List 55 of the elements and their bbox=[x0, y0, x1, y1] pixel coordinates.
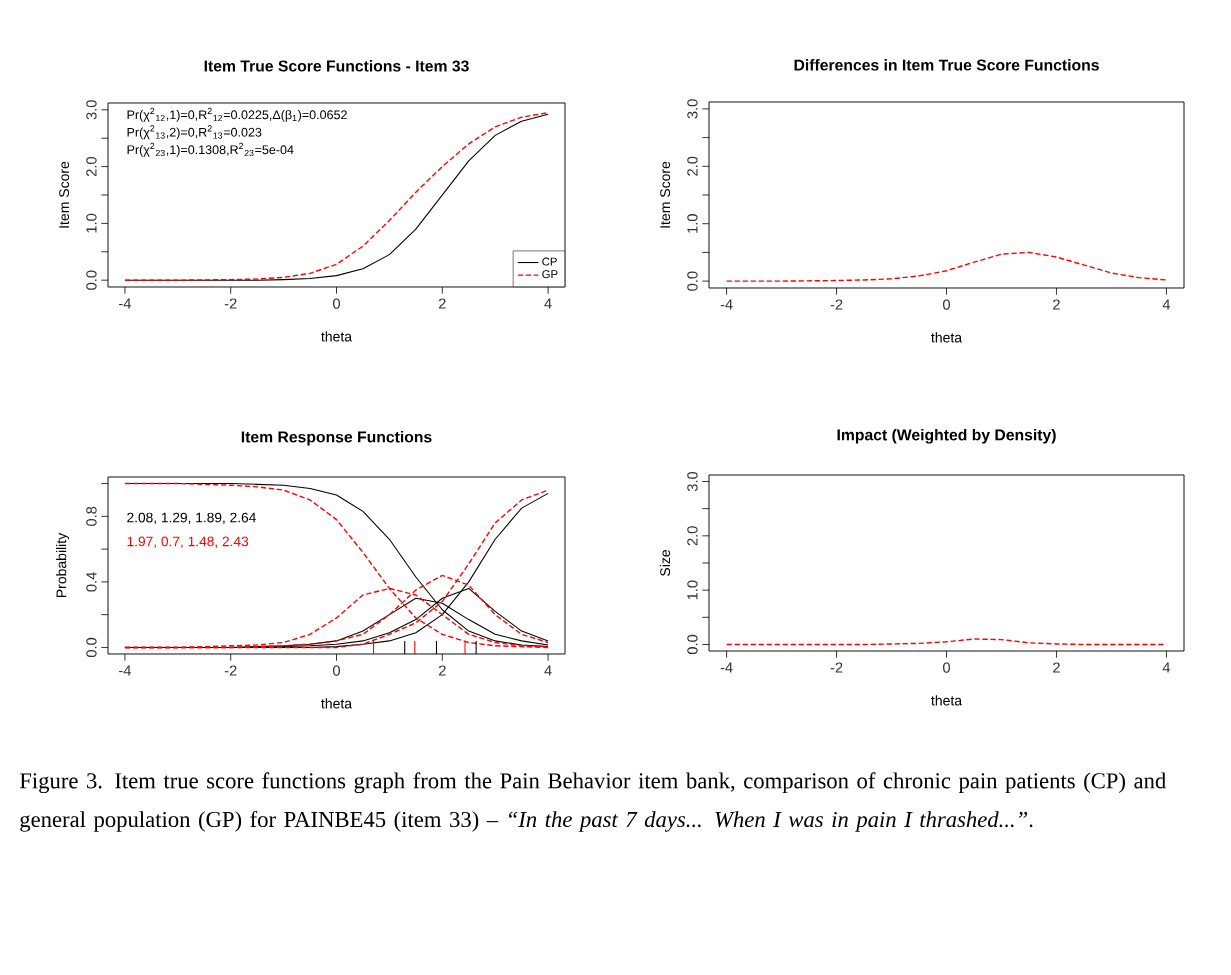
y-tick-label: 0.0 bbox=[86, 637, 97, 658]
text: Pr(χ$^{2}$$_{12}$,1)=0,R$^{2}$$_{12}$=0.0225,Δ(β$_{1}$)=0.0652 bbox=[127, 107, 347, 122]
x-tick-label: 4 bbox=[1162, 662, 1171, 673]
annotation: Pr(χ$^{2}$$_{23}$,1)=0.1308,R$^{2}$$_{23}$=5e-04 bbox=[127, 142, 294, 157]
x-tick-label: 4 bbox=[544, 665, 552, 676]
x-tick-label: 0 bbox=[332, 665, 340, 676]
x-tick-label: -4 bbox=[119, 665, 132, 676]
chart-title: Item Response Functions bbox=[241, 430, 432, 446]
x-tick-label: 0 bbox=[943, 299, 950, 310]
y-axis-title: Size bbox=[659, 550, 671, 576]
y-tick-label: 0.0 bbox=[86, 270, 97, 290]
y-tick-label: 2.0 bbox=[687, 156, 698, 176]
chart-title: Impact (Weighted by Density) bbox=[837, 428, 1056, 444]
y-tick-label: 3.0 bbox=[86, 100, 97, 120]
x-tick-label: -4 bbox=[720, 299, 733, 310]
x-tick-label: -2 bbox=[830, 299, 843, 310]
x-axis-title: theta bbox=[931, 695, 963, 706]
chart-title: Item True Score Functions - Item 33 bbox=[204, 60, 469, 72]
y-tick-label: 2.0 bbox=[86, 156, 97, 177]
caption: Figure 3. Item true score functions graph from the Pain Behavior item bank, comparison of chronic pain patients (CP) and general population (GP) for PAINBE45 (item 33) – “In the past 7 days... When I was in pain I thrashed...”. bbox=[19, 772, 1166, 832]
x-axis-title: theta bbox=[931, 332, 963, 343]
annotation: 1.97, 0.7, 1.48, 2.43 bbox=[127, 536, 249, 548]
y-tick-label: 1.0 bbox=[86, 213, 97, 233]
x-tick-label: 0 bbox=[332, 298, 340, 309]
chart-title: Differences in Item True Score Functions bbox=[794, 59, 1099, 71]
x-tick-label: 2 bbox=[438, 298, 446, 309]
x-tick-label: 0 bbox=[943, 662, 950, 673]
y-axis-title: Item Score bbox=[59, 161, 70, 228]
x-tick-label: 4 bbox=[1162, 299, 1171, 310]
legend-label: GP bbox=[542, 270, 558, 279]
x-tick-label: -2 bbox=[224, 298, 237, 309]
x-tick-label: 2 bbox=[438, 665, 446, 676]
x-tick-label: -2 bbox=[830, 662, 843, 673]
y-tick-label: 1.0 bbox=[687, 214, 698, 233]
y-axis-title: Probability bbox=[56, 532, 70, 598]
x-axis-title: theta bbox=[321, 698, 353, 709]
x-tick-label: -4 bbox=[119, 298, 132, 309]
annotation: 2.08, 1.29, 1.89, 2.64 bbox=[127, 512, 256, 525]
x-tick-label: 2 bbox=[1053, 299, 1060, 310]
y-tick-label: 2.0 bbox=[687, 526, 698, 546]
y-tick-label: 0.8 bbox=[86, 506, 97, 526]
y-tick-label: 0.0 bbox=[687, 271, 698, 291]
y-axis-title: Item Score bbox=[660, 161, 671, 228]
y-tick-label: 0.4 bbox=[86, 572, 97, 592]
y-tick-label: 0.0 bbox=[687, 634, 698, 655]
legend-label: CP bbox=[542, 257, 557, 266]
x-tick-label: -4 bbox=[720, 662, 733, 673]
y-tick-label: 3.0 bbox=[687, 99, 698, 119]
annotation: Pr(χ$^{2}$$_{13}$,2)=0,R$^{2}$$_{13}$=0.023 bbox=[127, 125, 262, 140]
x-tick-label: 4 bbox=[544, 298, 552, 309]
x-axis-title: theta bbox=[321, 331, 353, 342]
x-tick-label: 2 bbox=[1053, 662, 1060, 673]
x-tick-label: -2 bbox=[224, 665, 237, 676]
y-tick-label: 3.0 bbox=[687, 471, 698, 492]
y-tick-label: 1.0 bbox=[687, 580, 698, 600]
